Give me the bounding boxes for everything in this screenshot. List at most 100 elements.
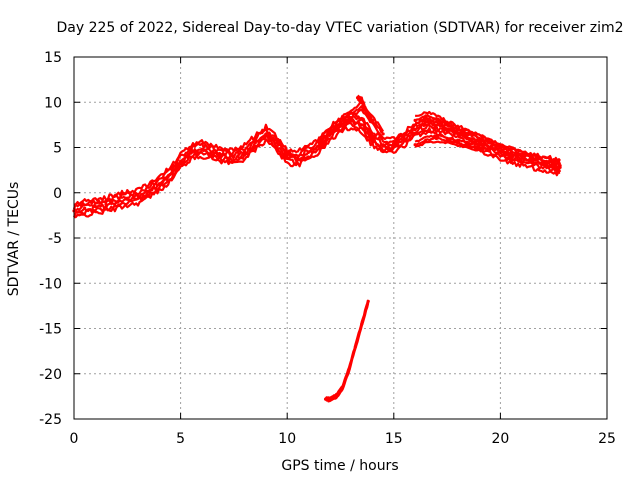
data-point (413, 143, 417, 147)
data-point (541, 159, 545, 163)
chart-title: Day 225 of 2022, Sidereal Day-to-day VTE… (57, 20, 624, 36)
data-point (338, 120, 343, 124)
data-point (296, 156, 300, 160)
data-point (221, 153, 225, 157)
series-outlier-arc (323, 299, 370, 403)
data-point (341, 385, 345, 389)
y-tick-label: -20 (39, 367, 62, 383)
data-point (445, 123, 449, 127)
data-point (392, 144, 396, 148)
y-tick-label: -25 (39, 412, 62, 428)
data-point (434, 116, 439, 121)
data-point (445, 138, 449, 142)
data-point (306, 150, 311, 154)
y-tick-label: -5 (48, 231, 62, 247)
data-point (355, 96, 360, 100)
y-tick-label: -15 (39, 322, 62, 338)
data-track (414, 136, 491, 151)
data-point (370, 136, 375, 141)
data-point (360, 98, 364, 103)
data-point (147, 189, 151, 193)
data-point (125, 196, 129, 200)
data-point (558, 164, 562, 168)
data-point (347, 367, 351, 371)
data-point (264, 132, 268, 136)
data-point (93, 204, 97, 208)
x-tick-label: 5 (176, 431, 185, 447)
data-point (274, 141, 279, 145)
data-point (381, 132, 385, 136)
data-point (83, 206, 87, 210)
y-tick-label: 10 (44, 95, 62, 111)
data-point (323, 397, 328, 401)
data-track (73, 111, 562, 206)
x-tick-label: 25 (598, 431, 616, 447)
data-track (318, 101, 385, 141)
data-point (353, 345, 358, 349)
data-point (242, 150, 247, 154)
data-point (334, 394, 338, 398)
y-tick-label: 0 (53, 186, 62, 202)
data-point (509, 149, 513, 153)
data-point (424, 138, 428, 142)
data-point (168, 173, 172, 177)
grid (74, 57, 607, 419)
data-track (415, 110, 561, 164)
x-tick-label: 10 (278, 431, 296, 447)
data-point (189, 150, 193, 154)
data-point (456, 127, 460, 131)
data-point (360, 322, 364, 326)
data-point (210, 150, 215, 154)
axes: 0 5 10 15 20 25 -25 -20 -15 -10 -5 0 5 10 15 (39, 50, 616, 447)
data-point (434, 136, 439, 141)
series-right-branch (413, 110, 562, 172)
data-point (285, 154, 289, 159)
data-track (414, 134, 491, 149)
data-point (115, 200, 119, 204)
data-point (349, 118, 353, 122)
data-point (466, 132, 471, 136)
data-point (456, 141, 460, 145)
data-point (466, 144, 471, 148)
y-axis-label: SDTVAR / TECUs (6, 182, 22, 297)
data-point (488, 141, 492, 145)
data-point (366, 299, 370, 303)
data-point (530, 156, 534, 160)
x-tick-label: 15 (385, 431, 403, 447)
data-point (232, 154, 236, 159)
data-point (364, 109, 368, 113)
data-point (488, 147, 492, 151)
data-point (328, 397, 332, 401)
data-point (104, 202, 108, 207)
data-track (356, 94, 372, 120)
series-lower-branch (413, 134, 492, 153)
data-point (136, 194, 140, 198)
data-point (477, 136, 481, 141)
data-point (413, 118, 417, 122)
x-tick-label: 0 (70, 431, 79, 447)
y-tick-label: 15 (44, 50, 62, 66)
data-layer (72, 94, 562, 403)
data-point (368, 118, 372, 122)
data-point (402, 136, 407, 141)
data-point (349, 111, 353, 115)
data-point (360, 123, 364, 127)
data-track (324, 299, 370, 399)
data-point (520, 153, 524, 157)
data-point (381, 143, 385, 147)
data-point (253, 141, 257, 145)
x-axis-label: GPS time / hours (281, 458, 398, 474)
data-point (477, 145, 481, 150)
data-point (179, 159, 183, 163)
data-point (424, 114, 428, 118)
data-point (424, 123, 428, 127)
data-point (552, 162, 556, 166)
data-point (413, 127, 417, 131)
data-point (317, 141, 321, 145)
series-spike (355, 94, 372, 123)
x-tick-label: 20 (491, 431, 509, 447)
data-point (328, 129, 332, 133)
data-point (157, 182, 161, 186)
